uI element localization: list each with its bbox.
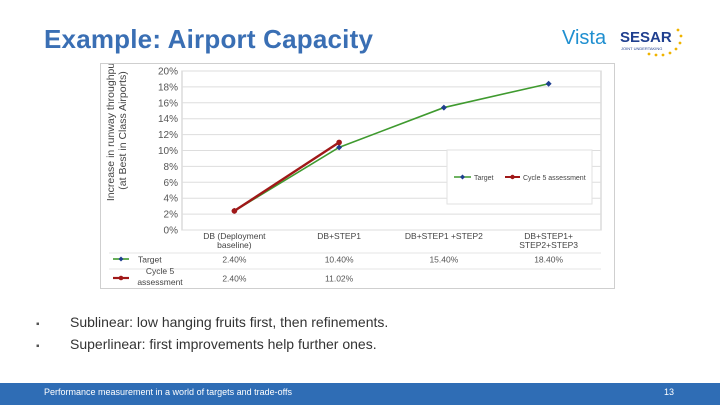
- bullet-text: Superlinear: first improvements help fur…: [70, 336, 377, 352]
- data-point-target: [440, 104, 447, 111]
- y-tick-label: 16%: [158, 98, 178, 109]
- table-data-label: 11.02%: [325, 274, 354, 284]
- logo-vista-text: Vista: [562, 27, 607, 49]
- y-axis-label-line: (at Best in Class Airports): [117, 71, 129, 189]
- y-tick-label: 12%: [158, 130, 178, 141]
- data-point-cycle5: [231, 208, 238, 214]
- table-data-label: 15.40%: [429, 255, 458, 265]
- y-axis-label-line: Increase in runway throughput: [105, 64, 117, 201]
- page-number: 13: [664, 387, 675, 397]
- table-legend-marker: [118, 256, 124, 262]
- y-tick-label: 18%: [158, 82, 178, 93]
- table-data-label: 10.40%: [325, 255, 354, 265]
- table-series-name: Cycle 5: [146, 266, 175, 276]
- footer-text: Performance measurement in a world of ta…: [44, 387, 292, 397]
- bullet-marker: ▪: [36, 319, 40, 330]
- data-point-cycle5: [336, 139, 342, 146]
- vista-sesar-logo: Vista SESAR JOINT UNDERTAKING: [562, 27, 683, 57]
- y-tick-label: 10%: [158, 146, 178, 157]
- series-line-target: [233, 82, 549, 212]
- slide-title: Example: Airport Capacity: [44, 24, 374, 54]
- x-category-label: STEP2+STEP3: [519, 240, 578, 250]
- x-category-label: baseline): [217, 240, 252, 250]
- y-tick-label: 4%: [164, 194, 179, 205]
- data-point-target: [545, 80, 552, 87]
- table-data-label: 2.40%: [222, 274, 247, 284]
- bullet-marker: ▪: [36, 341, 40, 352]
- y-tick-label: 2%: [164, 210, 179, 221]
- chart-legend: Target Cycle 5 assessment: [446, 149, 593, 205]
- y-tick-label: 20%: [158, 67, 178, 78]
- y-tick-label: 14%: [158, 114, 178, 125]
- footer-bar: Performance measurement in a world of ta…: [0, 383, 720, 405]
- table-series-name: Target: [138, 255, 162, 265]
- table-data-label: 18.40%: [534, 255, 563, 265]
- legend-marker-cycle5: [510, 174, 515, 180]
- bullet-text: Sublinear: low hanging fruits first, the…: [70, 314, 389, 330]
- series-line-cycle5: [233, 141, 340, 212]
- logo-sesar-text: SESAR: [620, 29, 672, 46]
- legend-label-target: Target: [474, 175, 494, 182]
- legend-label-cycle5: Cycle 5 assessment: [523, 175, 586, 182]
- x-category-label: DB+STEP1 +STEP2: [405, 231, 483, 241]
- data-point-target: [336, 144, 343, 151]
- legend-marker-target: [460, 174, 465, 180]
- logo-stars-icon: [647, 28, 683, 57]
- y-tick-label: 6%: [164, 178, 179, 189]
- table-series-name: assessment: [137, 277, 183, 287]
- x-category-label: DB+STEP1+: [524, 231, 573, 241]
- logo-subtext: JOINT UNDERTAKING: [621, 46, 662, 51]
- x-category-label: DB (Deployment: [203, 231, 266, 241]
- y-axis-label: Increase in runway throughput (at Best in…: [105, 64, 129, 201]
- y-tick-label: 0%: [164, 226, 179, 237]
- table-legend-marker: [118, 275, 124, 281]
- y-tick-label: 8%: [164, 162, 179, 173]
- bullet-list: ▪ Sublinear: low hanging fruits first, th…: [36, 312, 388, 356]
- runway-throughput-chart: 0% 2% 4% 6% 8% 10% 12% 14% 16% 18% 20% Increase in …: [105, 64, 602, 287]
- bullet-item: ▪ Sublinear: low hanging fruits first, th…: [36, 312, 388, 332]
- table-data-label: 2.40%: [222, 255, 247, 265]
- x-category-label: DB+STEP1: [317, 231, 361, 241]
- bullet-item: ▪ Superlinear: first improvements help fu…: [36, 334, 388, 354]
- chart-panel: 0% 2% 4% 6% 8% 10% 12% 14% 16% 18% 20% Increase in …: [100, 63, 615, 289]
